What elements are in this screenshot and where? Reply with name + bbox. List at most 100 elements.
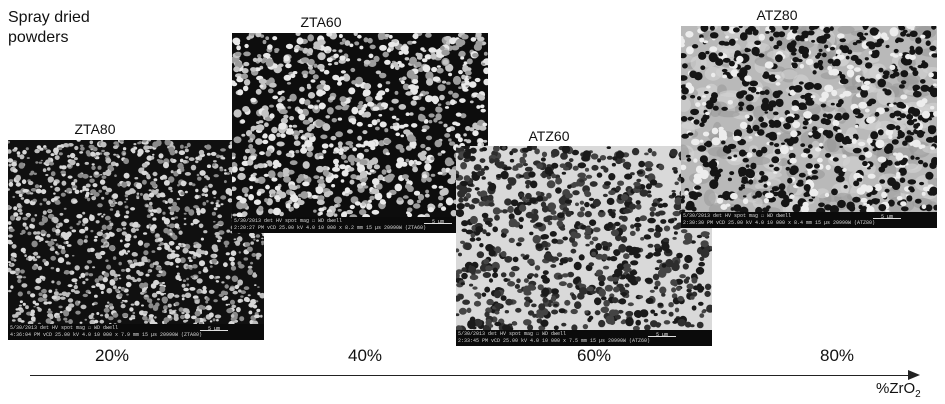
- micrograph-grain: [91, 165, 96, 170]
- micrograph-grain: [272, 165, 278, 169]
- micrograph-grain: [421, 58, 428, 63]
- micrograph-grain: [195, 160, 199, 164]
- micrograph-grain: [448, 72, 453, 77]
- micrograph-grain: [465, 229, 474, 235]
- micrograph-grain: [347, 167, 355, 172]
- micrograph-grain: [104, 215, 111, 221]
- micrograph-grain: [773, 44, 779, 50]
- micrograph-grain: [132, 279, 138, 283]
- micrograph-grain: [60, 249, 66, 255]
- micrograph-grain: [379, 72, 387, 79]
- micrograph-grain: [96, 231, 104, 237]
- micrograph-grain: [149, 226, 155, 232]
- micrograph-grain: [899, 177, 906, 183]
- sem-info-row: 5/30/2013 det HV spot mag ☐ WD dwell: [234, 218, 343, 224]
- micrograph-grain: [758, 179, 764, 183]
- micrograph-grain: [209, 274, 214, 280]
- micrograph-grain: [385, 164, 391, 171]
- micrograph-grain: [842, 90, 852, 97]
- micrograph-grain: [512, 256, 519, 263]
- micrograph-grain: [152, 262, 156, 265]
- micrograph-grain: [90, 151, 96, 157]
- micrograph-grain: [199, 170, 206, 176]
- micrograph-grain: [717, 194, 724, 199]
- micrograph-grain: [921, 98, 928, 104]
- micrograph-grain: [412, 136, 416, 140]
- micrograph-grain: [798, 104, 805, 110]
- micrograph-grain: [297, 108, 304, 115]
- micrograph-grain: [174, 223, 180, 229]
- micrograph-grain: [302, 119, 311, 125]
- micrograph-grain: [440, 45, 445, 51]
- micrograph-grain: [60, 165, 67, 170]
- micrograph-grain: [483, 67, 488, 75]
- micrograph-grain: [896, 196, 903, 201]
- micrograph-grain: [15, 311, 22, 316]
- micrograph-grain: [67, 164, 72, 168]
- micrograph-grain: [456, 173, 460, 179]
- micrograph-grain: [800, 152, 808, 158]
- micrograph-texture: [681, 26, 937, 212]
- micrograph-grain: [252, 172, 257, 176]
- micrograph-grain: [124, 201, 127, 203]
- micrograph-grain: [267, 161, 273, 167]
- micrograph-grain: [289, 116, 295, 121]
- micrograph-grain: [494, 321, 502, 327]
- micrograph-grain: [700, 65, 706, 70]
- micrograph-grain: [541, 240, 549, 248]
- micrograph-grain: [665, 249, 671, 254]
- micrograph-grain: [344, 104, 350, 108]
- micrograph-grain: [16, 203, 22, 208]
- micrograph-grain: [167, 198, 174, 204]
- micrograph-grain: [141, 304, 144, 307]
- micrograph-grain: [369, 195, 375, 201]
- micrograph-grain: [349, 144, 354, 149]
- micrograph-grain: [584, 167, 590, 172]
- micrograph-grain: [681, 53, 687, 59]
- micrograph-grain: [247, 265, 253, 269]
- micrograph-grain: [348, 87, 356, 95]
- micrograph-grain: [196, 254, 202, 258]
- micrograph-grain: [438, 195, 444, 201]
- micrograph-grain: [357, 164, 366, 173]
- micrograph-grain: [74, 145, 79, 151]
- micrograph-grain: [523, 319, 532, 326]
- micrograph-grain: [635, 319, 641, 326]
- micrograph-grain: [436, 65, 441, 68]
- micrograph-grain: [671, 192, 677, 198]
- micrograph-grain: [790, 165, 799, 175]
- micrograph-grain: [294, 135, 299, 140]
- micrograph-grain: [301, 57, 310, 63]
- micrograph-grain: [716, 197, 724, 204]
- percent-label-80: 80%: [820, 346, 855, 365]
- micrograph-grain: [685, 154, 691, 158]
- micrograph-grain: [896, 136, 901, 139]
- micrograph-grain: [522, 255, 529, 260]
- figure-title: Spray dried powders: [8, 9, 90, 46]
- micrograph-grain: [469, 100, 474, 104]
- micrograph-grain: [452, 92, 459, 99]
- micrograph-grain: [618, 298, 627, 305]
- micrograph-grain: [262, 39, 267, 45]
- micrograph-grain: [551, 173, 556, 179]
- micrograph-grain: [163, 305, 168, 310]
- micrograph-grain: [645, 297, 654, 304]
- micrograph-grain: [815, 54, 821, 59]
- micrograph-grain: [424, 54, 432, 60]
- micrograph-grain: [800, 46, 810, 55]
- micrograph-grain: [82, 281, 86, 285]
- micrograph-grain: [404, 57, 410, 61]
- micrograph-grain: [477, 294, 482, 300]
- micrograph-grain: [114, 201, 118, 204]
- micrograph-grain: [315, 186, 324, 195]
- micrograph-grain: [394, 183, 403, 192]
- micrograph-grain: [196, 209, 202, 214]
- micrograph-grain: [187, 172, 191, 175]
- micrograph-grain: [184, 146, 189, 149]
- micrograph-grain: [408, 84, 417, 90]
- micrograph-grain: [858, 177, 863, 182]
- micrograph-grain: [114, 174, 117, 177]
- micrograph-grain: [540, 157, 546, 162]
- micrograph-grain: [655, 224, 661, 230]
- micrograph-grain: [470, 81, 475, 87]
